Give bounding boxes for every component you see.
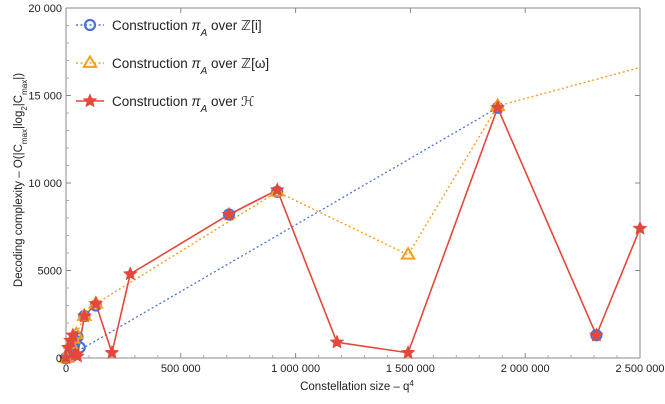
x-axis-title: Constellation size – q4 xyxy=(300,379,414,394)
series-markers xyxy=(58,97,506,363)
y-tick-label: 5000 xyxy=(38,266,62,278)
legend-label: Construction πA over ℤ[ω] xyxy=(112,56,269,77)
series-group xyxy=(66,66,641,359)
legend-marker xyxy=(82,54,98,68)
axes-frame xyxy=(65,7,641,359)
data-point xyxy=(329,334,345,349)
data-point xyxy=(400,344,416,360)
data-point xyxy=(76,308,92,323)
data-point xyxy=(221,206,237,221)
series-line xyxy=(66,105,641,359)
x-tick-label: 2 000 000 xyxy=(501,363,550,375)
series-markers xyxy=(58,99,648,365)
x-tick-label: 1 500 000 xyxy=(386,363,435,375)
legend-marker xyxy=(82,93,98,108)
data-point xyxy=(88,295,104,311)
series-group xyxy=(66,107,498,359)
x-tick-label: 500 000 xyxy=(161,363,201,375)
legend-marker xyxy=(83,18,97,32)
data-point xyxy=(58,350,74,365)
y-tick-label: 10 000 xyxy=(28,178,62,190)
legend: Construction πA over ℤ[i] Construction πA… xyxy=(76,18,269,115)
series-markers xyxy=(59,101,603,365)
plot-series xyxy=(58,66,648,365)
data-point xyxy=(269,182,285,197)
legend-label: Construction πA over ℤ[i] xyxy=(112,18,262,39)
y-axis-title: Decoding complexity – O(|Cmax|log2|Cmax|… xyxy=(13,73,29,287)
x-tick-label: 1 000 000 xyxy=(271,363,320,375)
data-point xyxy=(632,220,648,235)
data-point xyxy=(65,327,81,342)
data-point xyxy=(490,99,506,115)
data-point xyxy=(588,327,604,342)
series-trend-line xyxy=(66,107,498,359)
y-tick-label: 15 000 xyxy=(28,91,62,103)
legend-label: Construction πA over ℋ xyxy=(112,94,255,115)
y-tick-label: 0 xyxy=(56,353,62,365)
series-group xyxy=(66,105,641,359)
data-point xyxy=(122,266,138,281)
series-line xyxy=(66,66,641,359)
x-tick-label: 0 xyxy=(63,363,69,375)
data-point xyxy=(70,348,85,363)
tick-labels: 0 500 000 1 000 000 1 500 000 2 000 000 2 500… xyxy=(28,3,664,375)
data-point xyxy=(104,344,120,360)
x-tick-label: 2 500 000 xyxy=(616,363,665,375)
y-tick-label: 20 000 xyxy=(28,3,62,15)
data-point xyxy=(400,246,417,260)
